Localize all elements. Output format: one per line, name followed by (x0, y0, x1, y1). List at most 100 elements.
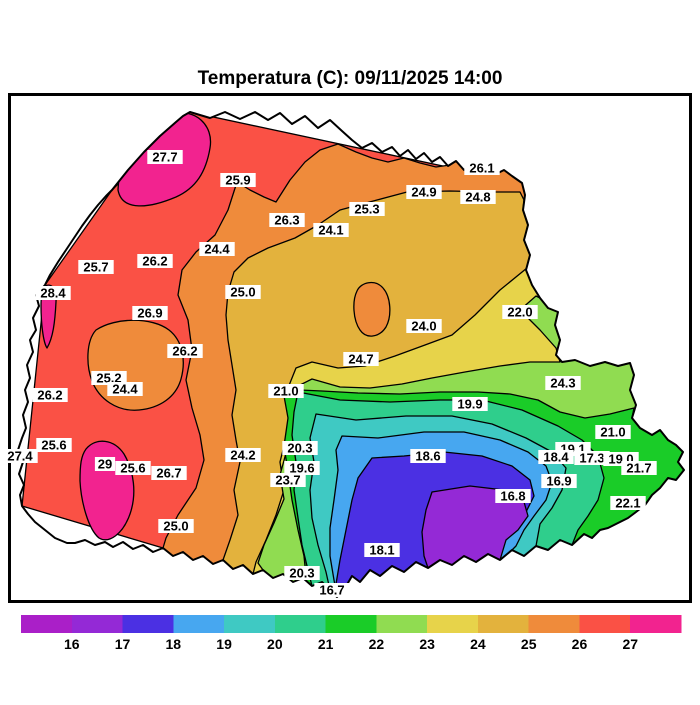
contour-value-label: 21.0 (268, 384, 304, 399)
svg-text:25.3: 25.3 (354, 202, 379, 217)
contour-value-label: 25.7 (78, 260, 114, 275)
contour-value-label: 16.8 (495, 489, 531, 504)
contour-value-label: 25.9 (220, 173, 256, 188)
contour-value-label: 24.3 (545, 376, 581, 391)
contour-value-label: 24.2 (225, 448, 261, 463)
svg-text:16.8: 16.8 (500, 489, 525, 504)
contour-value-label: 26.2 (167, 344, 203, 359)
svg-text:28.4: 28.4 (40, 286, 66, 301)
contour-value-label: 16.7 (314, 583, 350, 598)
svg-text:25.0: 25.0 (163, 519, 188, 534)
svg-text:29: 29 (98, 457, 112, 472)
colorbar-tick-label: 18 (166, 636, 182, 652)
colorbar-legend: 16 17 18 19 20 21 22 23 24 25 26 27 (21, 615, 682, 652)
svg-text:26.2: 26.2 (37, 388, 62, 403)
svg-text:22.1: 22.1 (615, 496, 640, 511)
colorbar-swatch (224, 615, 276, 633)
colorbar-swatch (173, 615, 225, 633)
contour-value-label: 25.3 (349, 202, 385, 217)
contour-value-label: 21.0 (595, 425, 631, 440)
contour-value-label: 25.6 (115, 461, 151, 476)
contour-value-label: 25.0 (158, 519, 194, 534)
svg-text:21.7: 21.7 (626, 461, 651, 476)
contour-value-label: 24.9 (406, 185, 442, 200)
contour-value-label: 26.2 (137, 254, 173, 269)
colorbar-swatch (376, 615, 428, 633)
contour-value-label: 26.1 (464, 161, 500, 176)
svg-text:24.1: 24.1 (318, 223, 343, 238)
colorbar-tick-label: 26 (572, 636, 588, 652)
svg-text:26.2: 26.2 (142, 254, 167, 269)
colorbar-swatch (427, 615, 479, 633)
colorbar-tick-label: 20 (267, 636, 283, 652)
colorbar-tick-label: 23 (419, 636, 435, 652)
contour-value-label: 21.7 (621, 461, 657, 476)
svg-text:24.7: 24.7 (348, 352, 373, 367)
contour-value-label: 26.2 (32, 388, 68, 403)
band-25-26-west-pocket (87, 319, 184, 411)
svg-text:27.4: 27.4 (7, 449, 33, 464)
svg-text:24.4: 24.4 (112, 382, 138, 397)
colorbar-swatch (21, 615, 73, 633)
colorbar-swatch (122, 615, 174, 633)
svg-text:24.0: 24.0 (411, 319, 436, 334)
svg-text:25.7: 25.7 (83, 260, 108, 275)
contour-value-label: 18.4 (538, 450, 574, 465)
contour-value-label: 24.0 (406, 319, 442, 334)
svg-text:19.6: 19.6 (289, 461, 314, 476)
svg-text:19.9: 19.9 (457, 397, 482, 412)
svg-text:18.4: 18.4 (543, 450, 569, 465)
contour-value-label: 24.8 (460, 190, 496, 205)
contour-value-label: 27.7 (147, 150, 183, 165)
svg-text:24.8: 24.8 (465, 190, 490, 205)
contour-value-label: 26.3 (269, 213, 305, 228)
colorbar-swatch (274, 615, 327, 633)
contour-value-label: 24.7 (343, 352, 379, 367)
contour-value-label: 24.4 (107, 382, 143, 397)
colorbar-tick-label: 17 (115, 636, 131, 652)
contour-value-label: 19.9 (452, 397, 488, 412)
svg-text:25.2: 25.2 (96, 371, 121, 386)
colorbar-tick-label: 22 (369, 636, 385, 652)
band-25-26-center-blob (353, 281, 391, 337)
contour-value-label: 25.6 (36, 438, 72, 453)
contour-value-label: 26.7 (151, 466, 187, 481)
contour-value-label: 22.1 (610, 496, 646, 511)
svg-text:16.7: 16.7 (319, 583, 344, 598)
svg-text:24.2: 24.2 (230, 448, 255, 463)
contour-value-label: 27.4 (2, 449, 38, 464)
svg-text:26.2: 26.2 (172, 344, 197, 359)
svg-text:17.3: 17.3 (579, 451, 604, 466)
svg-text:18.6: 18.6 (415, 449, 440, 464)
svg-text:25.0: 25.0 (230, 285, 255, 300)
contour-value-label: 16.9 (541, 474, 577, 489)
contour-value-labels: 27.7 25.9 26.1 24.9 24.8 25.3 26.3 24.1 24.4 26.2… (2, 150, 657, 598)
colorbar-swatch (528, 615, 581, 633)
svg-text:26.9: 26.9 (137, 306, 162, 321)
colorbar-swatch (71, 615, 124, 633)
contour-value-label: 18.6 (410, 449, 446, 464)
contour-value-label: 20.3 (282, 441, 318, 456)
contour-value-label: 22.0 (502, 305, 538, 320)
svg-text:25.6: 25.6 (41, 438, 66, 453)
svg-text:26.7: 26.7 (156, 466, 181, 481)
contour-value-label: 20.3 (284, 566, 320, 581)
contour-value-label: 25.2 (91, 371, 127, 386)
svg-text:27.7: 27.7 (152, 150, 177, 165)
contour-value-label: 24.1 (313, 223, 349, 238)
svg-text:26.3: 26.3 (274, 213, 299, 228)
svg-text:20.3: 20.3 (287, 441, 312, 456)
svg-text:23.7: 23.7 (275, 473, 300, 488)
colorbar-tick-label: 27 (622, 636, 638, 652)
svg-text:20.3: 20.3 (289, 566, 314, 581)
svg-text:25.9: 25.9 (225, 173, 250, 188)
colorbar-swatch (477, 615, 530, 633)
svg-text:21.0: 21.0 (600, 425, 625, 440)
contour-value-label: 24.4 (199, 242, 235, 257)
svg-text:25.6: 25.6 (120, 461, 145, 476)
colorbar-swatch (630, 615, 682, 633)
contour-value-label: 23.7 (270, 473, 306, 488)
colorbar-tick-label: 19 (216, 636, 232, 652)
